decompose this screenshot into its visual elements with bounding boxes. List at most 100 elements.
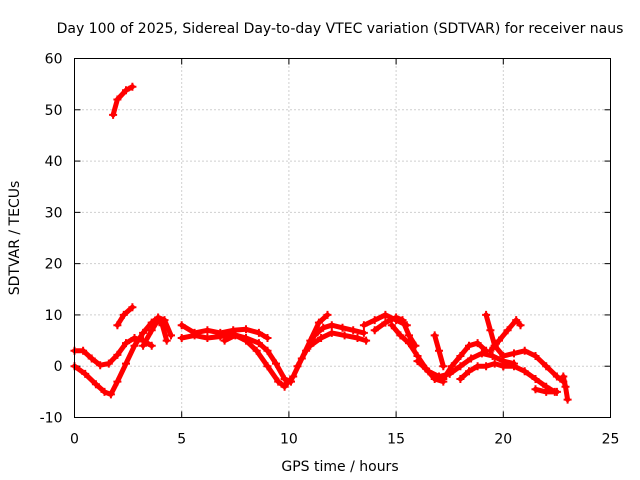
data-point: [398, 316, 407, 325]
data-point: [531, 352, 540, 360]
data-point: [510, 362, 518, 371]
data-point: [467, 354, 476, 363]
data-point: [280, 382, 289, 391]
data-point: [520, 346, 529, 355]
series-s9: [293, 321, 368, 371]
y-tick-label: 20: [45, 257, 63, 273]
data-point: [559, 372, 568, 381]
data-point: [109, 110, 118, 119]
x-tick-label: 10: [280, 432, 298, 448]
data-point: [512, 316, 521, 325]
data-point: [327, 328, 336, 337]
data-point: [456, 352, 465, 360]
series-s4: [113, 303, 137, 330]
plot-frame: [74, 58, 611, 418]
data-point: [323, 310, 332, 319]
series-s14: [413, 349, 518, 381]
data-point: [338, 323, 347, 332]
y-tick-label: -10: [40, 411, 63, 427]
data-point: [231, 331, 240, 340]
data-point: [122, 339, 130, 348]
data-point: [242, 325, 250, 334]
data-point: [488, 352, 497, 360]
data-point: [563, 395, 572, 404]
data-point: [139, 328, 148, 337]
data-point: [473, 339, 482, 348]
data-point: [447, 362, 456, 371]
y-tick-label: 0: [54, 359, 63, 375]
data-series: [70, 82, 572, 404]
data-point: [147, 341, 156, 350]
data-point: [362, 336, 371, 345]
y-tick-label: 10: [45, 308, 63, 324]
data-point: [216, 332, 225, 341]
chart-title: Day 100 of 2025, Sidereal Day-to-day VTE…: [57, 21, 624, 37]
data-point: [510, 349, 518, 358]
data-point: [435, 372, 443, 381]
data-point: [465, 367, 473, 376]
data-point: [79, 346, 88, 355]
axis-ticks: -10 0 10 20 30 40 50 60 0 5 10 15 20 25: [40, 52, 620, 448]
y-tick-label: 30: [45, 205, 63, 221]
data-point: [327, 321, 336, 330]
series-line: [114, 304, 135, 328]
data-point: [340, 331, 349, 340]
data-point: [113, 377, 122, 386]
data-point: [531, 375, 540, 383]
series-s1: [109, 82, 137, 119]
data-point: [242, 336, 250, 345]
data-point: [482, 310, 491, 319]
x-axis-label: GPS time / hours: [281, 459, 398, 475]
data-point: [306, 341, 315, 350]
data-point: [552, 387, 561, 396]
series-line: [372, 315, 418, 349]
data-point: [263, 346, 272, 355]
y-tick-label: 50: [45, 103, 63, 119]
data-point: [456, 362, 465, 371]
data-point: [424, 367, 433, 376]
y-tick-label: 60: [45, 52, 63, 68]
data-point: [100, 387, 109, 396]
data-point: [490, 341, 499, 350]
grid: [74, 58, 611, 418]
data-point: [439, 362, 448, 371]
data-point: [359, 321, 368, 330]
series-s16: [439, 339, 491, 383]
data-point: [203, 326, 212, 335]
series-s2: [70, 334, 156, 370]
data-point: [87, 354, 96, 363]
data-point: [190, 331, 199, 340]
data-point: [499, 362, 508, 371]
data-point: [274, 377, 283, 386]
data-point: [128, 303, 137, 312]
series-line: [110, 84, 135, 118]
data-point: [154, 316, 163, 325]
data-point: [392, 313, 401, 322]
data-point: [439, 375, 448, 383]
data-point: [359, 328, 368, 337]
data-point: [302, 346, 311, 355]
data-point: [91, 380, 100, 389]
data-point: [81, 369, 90, 378]
data-point: [405, 339, 413, 348]
data-point: [353, 334, 362, 342]
data-point: [387, 321, 396, 330]
y-axis-label: SDTVAR / TECUs: [7, 181, 23, 296]
data-point: [520, 367, 529, 376]
series-s22: [531, 385, 561, 396]
data-point: [263, 362, 272, 371]
data-point: [113, 321, 122, 330]
data-point: [113, 95, 122, 104]
data-point: [495, 336, 503, 345]
data-point: [499, 352, 508, 360]
data-point: [542, 387, 551, 396]
data-point: [280, 375, 289, 383]
data-point: [381, 318, 390, 327]
data-point: [128, 82, 137, 91]
series-line: [440, 340, 489, 382]
series-s12: [370, 313, 420, 350]
data-point: [381, 310, 390, 319]
series-s8: [220, 310, 332, 391]
data-point: [370, 326, 379, 335]
